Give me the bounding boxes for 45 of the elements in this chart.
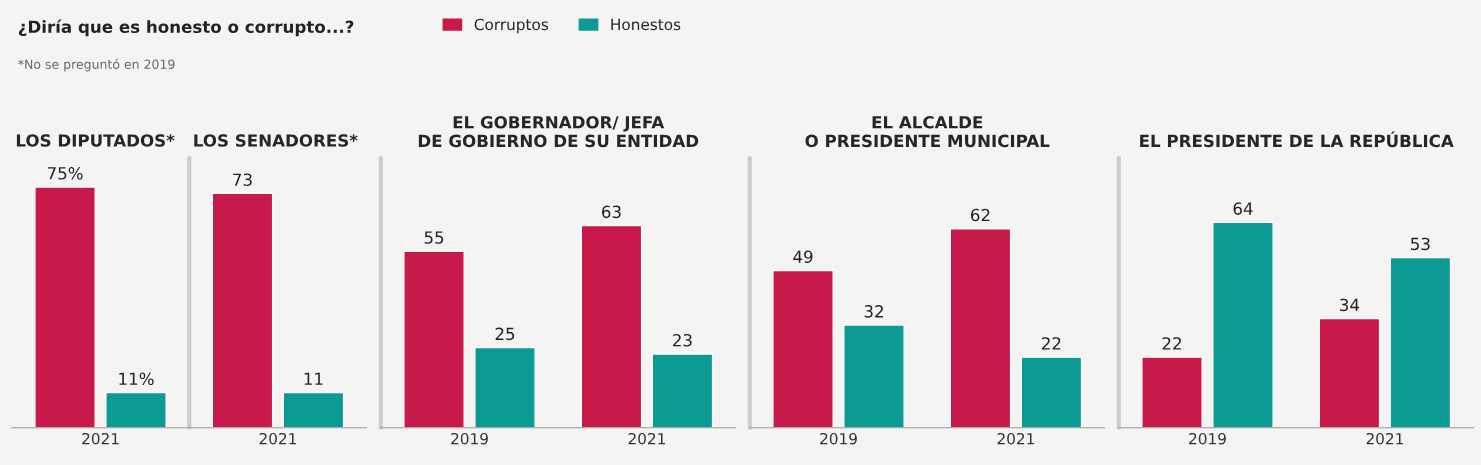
x-tick-label: 2021	[628, 432, 665, 445]
data-label: 11%	[119, 372, 154, 386]
data-label: 49	[793, 250, 813, 264]
chart-title: EL PRESIDENTE DE LA REPÚBLICA	[1140, 131, 1454, 148]
legend-label: Honestos	[611, 18, 681, 31]
x-tick-label: 2021	[259, 432, 296, 445]
bar	[949, 228, 1012, 428]
data-label: 22	[1042, 337, 1061, 350]
text: *No se preguntó en 2019	[18, 58, 175, 72]
bar	[1212, 221, 1274, 428]
chart-title: LOS DIPUTADOS*	[16, 134, 175, 147]
data-label: 25	[495, 327, 515, 341]
bar	[474, 346, 536, 428]
bar	[843, 324, 905, 428]
bar	[403, 250, 465, 428]
data-label: 22	[1162, 337, 1181, 350]
bar	[1020, 356, 1083, 428]
text: LOS SENADORES*	[194, 134, 358, 147]
bar	[1141, 356, 1203, 428]
data-label: 32	[864, 305, 883, 318]
data-label: 23	[673, 333, 692, 347]
bar	[580, 224, 643, 428]
data-label: 64	[1233, 202, 1253, 215]
x-tick-label: 2019	[1189, 432, 1226, 445]
data-label: 63	[602, 205, 621, 219]
data-label: 11	[304, 372, 323, 385]
x-tick-label: 2021	[82, 432, 119, 445]
x-tick-label: 2021	[997, 432, 1034, 445]
data-label: 55	[424, 231, 444, 244]
bar	[1318, 317, 1381, 428]
data-label: 53	[1411, 237, 1430, 251]
x-tick-label: 2019	[820, 432, 857, 445]
bar	[651, 353, 714, 428]
x-tick-label: 2021	[1366, 432, 1403, 445]
text: ¿Diría que es honesto o corrupto...?	[18, 19, 354, 37]
data-label: 34	[1340, 298, 1360, 312]
legend-label: Corruptos	[474, 18, 549, 34]
data-label: 62	[970, 208, 990, 222]
bar	[772, 269, 834, 428]
x-tick-label: 2019	[451, 432, 488, 445]
data-label: 75%	[47, 166, 83, 180]
chart-title: EL GOBERNADOR/ JEFA DE GOBIERNO DE SU ENTIDAD	[418, 115, 699, 148]
chart-title: EL ALCALDE O PRESIDENTE MUNICIPAL	[805, 115, 1050, 148]
bar	[1389, 256, 1452, 428]
data-label: 73	[233, 173, 252, 187]
